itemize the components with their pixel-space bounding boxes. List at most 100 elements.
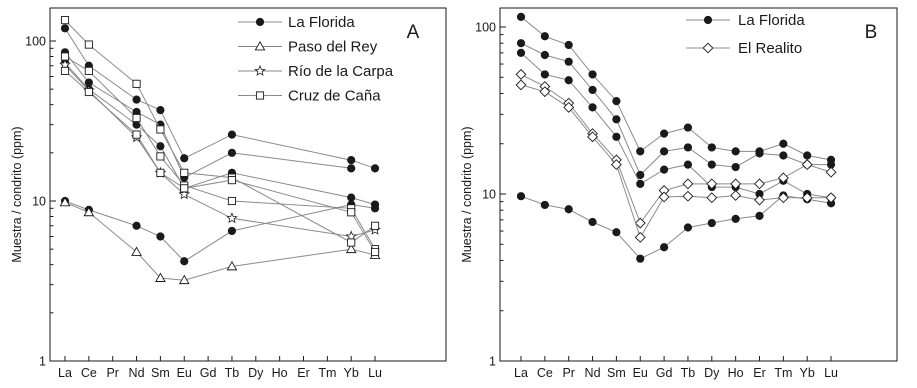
data-point (658, 191, 670, 203)
data-point (731, 147, 740, 156)
data-point (660, 165, 669, 174)
series-line (64, 62, 376, 206)
series-line (520, 16, 832, 161)
series-line (64, 64, 376, 238)
data-point (564, 76, 573, 85)
data-point (777, 172, 789, 184)
data-point (683, 223, 693, 232)
data-point (754, 194, 765, 206)
legend-entry: Río de la Carpa (238, 63, 394, 80)
data-point (634, 231, 646, 243)
data-point (59, 196, 71, 207)
data-point (156, 232, 165, 241)
data-point (540, 50, 549, 60)
x-tick-label-dy: Dy (248, 366, 264, 380)
data-point (612, 96, 621, 106)
x-tick-label-tb: Tb (225, 366, 240, 380)
data-point (683, 160, 693, 169)
series-el-realito (515, 79, 837, 243)
chart-panel-b: 1 10 100 La Ce Pr Nd Sm Eu Gd Tb Dy Ho Er Tm Yb Lu Muestr… (460, 7, 898, 380)
data-point (612, 228, 621, 237)
legend-marker (702, 42, 714, 54)
legend-label: Paso del Rey (288, 39, 378, 56)
data-point (660, 147, 669, 156)
data-point (347, 164, 356, 173)
data-point (227, 226, 237, 236)
data-point (60, 16, 70, 25)
data-point (539, 86, 551, 98)
chart-panel-a: 1 10 100 La Ce Pr Nd Sm Eu Gd Tb Dy Ho Er Tm Yb Lu Muestr… (10, 7, 447, 380)
data-point (132, 95, 141, 104)
data-point (730, 190, 742, 201)
x-tick-label-gd: Gd (656, 366, 673, 380)
data-point (706, 192, 718, 204)
data-point (636, 170, 645, 180)
data-point (347, 208, 356, 217)
x-tick-label-nd: Nd (129, 366, 145, 380)
data-point (683, 123, 693, 132)
data-point (156, 168, 165, 177)
data-point (347, 156, 356, 165)
data-point (226, 260, 238, 271)
data-point (132, 113, 141, 123)
x-tick-label-tb: Tb (681, 366, 696, 380)
data-point (84, 87, 93, 97)
legend-entry: El Realito (686, 40, 802, 57)
data-point (516, 192, 526, 201)
data-point (156, 152, 165, 161)
data-point (60, 24, 70, 33)
series-la-florida (60, 24, 380, 173)
series-cruz-de-ca-a (60, 66, 380, 257)
legend-marker (254, 40, 266, 51)
data-point (347, 193, 356, 202)
x-tick-label-ho: Ho (272, 366, 288, 380)
data-point (707, 160, 716, 169)
plot-frame (499, 7, 898, 362)
data-point (227, 148, 237, 157)
data-point (825, 192, 837, 204)
series-la-florida (516, 191, 836, 263)
series-line (520, 52, 832, 199)
x-tick-label-eu: Eu (633, 366, 648, 380)
data-point (156, 125, 165, 134)
data-point (155, 272, 166, 282)
data-point (226, 212, 238, 224)
data-point (156, 142, 165, 151)
x-tick-label-ho: Ho (728, 366, 744, 380)
x-tick-label-lu: Lu (824, 366, 838, 380)
legend-entry: Paso del Rey (238, 39, 378, 56)
x-tick-label-ce: Ce (81, 366, 97, 380)
data-point (803, 151, 812, 160)
data-point (371, 221, 380, 230)
x-tick-label-sm: Sm (151, 366, 170, 380)
data-point (370, 204, 380, 213)
data-point (370, 164, 380, 173)
x-tick-label-yb: Yb (800, 366, 815, 380)
x-tick-label-tm: Tm (774, 366, 792, 380)
data-point (779, 151, 788, 160)
data-point (731, 214, 740, 223)
data-point (180, 154, 189, 163)
data-point (156, 105, 165, 115)
data-point (660, 129, 669, 138)
data-point (132, 130, 141, 139)
series-cruz-de-ca-a (60, 16, 380, 247)
y-axis-title: Muestra / condrito (ppm) (460, 126, 474, 262)
data-point (227, 130, 237, 139)
data-point (612, 132, 621, 141)
data-point (779, 139, 788, 148)
legend-marker (254, 64, 266, 76)
data-point (588, 217, 597, 227)
data-point (83, 206, 95, 217)
data-point (60, 52, 70, 61)
legend-marker (255, 91, 265, 100)
legend-label: Río de la Carpa (288, 63, 394, 80)
data-point (84, 66, 93, 75)
data-point (730, 178, 742, 190)
x-tick-label-tm: Tm (318, 366, 336, 380)
series-line (64, 19, 376, 244)
data-point (610, 159, 622, 171)
data-point (564, 57, 573, 66)
series-line (64, 70, 376, 253)
